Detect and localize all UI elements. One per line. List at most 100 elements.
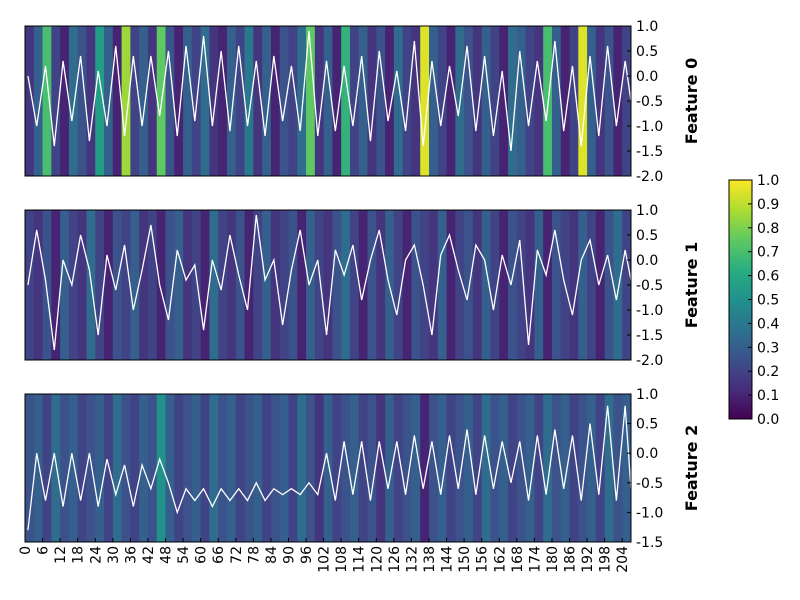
x-tick-label: 186 bbox=[563, 546, 579, 573]
heat-cell bbox=[543, 394, 553, 542]
x-tick-label: 24 bbox=[88, 546, 104, 564]
heat-cell bbox=[508, 394, 518, 542]
heat-cell bbox=[604, 210, 614, 360]
heat-cell bbox=[376, 26, 386, 176]
heat-cell bbox=[77, 394, 87, 542]
heat-cell bbox=[578, 394, 588, 542]
feature-label: Feature 1 bbox=[682, 242, 701, 328]
heat-cell bbox=[429, 394, 439, 542]
heat-cell bbox=[376, 394, 386, 542]
heat-cell bbox=[622, 394, 632, 542]
x-tick-label: 30 bbox=[106, 546, 122, 564]
heat-cell bbox=[587, 26, 597, 176]
heat-cell bbox=[569, 394, 579, 542]
y-tick-label: -0.5 bbox=[636, 94, 663, 110]
heat-cell bbox=[595, 210, 606, 360]
heat-cell bbox=[560, 394, 571, 542]
heat-cell bbox=[332, 394, 342, 542]
heat-cell bbox=[560, 26, 571, 176]
heat-cell bbox=[156, 394, 167, 542]
x-tick-label: 66 bbox=[211, 546, 227, 564]
heat-cell bbox=[288, 26, 298, 176]
colorbar-tick-label: 0.1 bbox=[757, 388, 779, 404]
heat-cell bbox=[288, 394, 298, 542]
heat-cell bbox=[130, 26, 140, 176]
heat-cell bbox=[209, 394, 219, 542]
heat-cell bbox=[551, 394, 562, 542]
heat-cell bbox=[349, 394, 360, 542]
x-tick-label: 90 bbox=[281, 546, 297, 564]
heat-cell bbox=[314, 394, 325, 542]
colorbar-tick-label: 1.0 bbox=[757, 173, 779, 189]
x-tick-label: 114 bbox=[352, 546, 368, 573]
heat-cell bbox=[262, 394, 272, 542]
heat-cell bbox=[130, 394, 140, 542]
heat-cell bbox=[534, 210, 544, 360]
heat-cell bbox=[464, 394, 474, 542]
heat-cell bbox=[306, 26, 316, 176]
y-tick-label: 1.0 bbox=[636, 203, 658, 219]
heat-cell bbox=[139, 26, 149, 176]
heat-cell bbox=[51, 26, 61, 176]
heat-cell bbox=[525, 394, 535, 542]
heat-cell bbox=[42, 210, 52, 360]
heat-cell bbox=[534, 26, 544, 176]
heat-cell bbox=[543, 210, 553, 360]
heat-cell bbox=[587, 394, 597, 542]
heat-cell bbox=[86, 394, 96, 542]
heat-cell bbox=[227, 210, 237, 360]
heat-cell bbox=[104, 26, 114, 176]
heat-cell bbox=[437, 26, 448, 176]
heat-cell bbox=[569, 210, 579, 360]
colorbar-tick-label: 0.7 bbox=[757, 245, 779, 261]
heat-cell bbox=[147, 26, 158, 176]
y-tick-label: 0.5 bbox=[636, 417, 658, 433]
y-tick-label: -0.5 bbox=[636, 278, 663, 294]
heat-cell bbox=[130, 210, 140, 360]
panel-feature-2: 1.0 0.5 0.0 -0.5 -1.0 -1.5 Feature 2 bbox=[24, 387, 701, 551]
heat-cell bbox=[60, 210, 70, 360]
heat-cell bbox=[499, 210, 509, 360]
heat-cell bbox=[604, 394, 614, 542]
heat-cell bbox=[279, 394, 289, 542]
x-tick-label: 174 bbox=[527, 546, 543, 573]
heat-cell bbox=[341, 210, 351, 360]
heat-cell bbox=[218, 394, 228, 542]
heat-cell bbox=[429, 210, 439, 360]
heat-cell bbox=[253, 26, 263, 176]
x-tick-label: 198 bbox=[598, 546, 614, 573]
y-tick-label: 0.5 bbox=[636, 44, 658, 60]
heat-cell bbox=[200, 394, 210, 542]
y-tick-label: -1.0 bbox=[636, 119, 663, 135]
heat-cell bbox=[51, 210, 61, 360]
heat-cell bbox=[68, 210, 79, 360]
heat-cell bbox=[174, 210, 184, 360]
heat-cell bbox=[51, 394, 61, 542]
colorbar: 1.0 0.9 0.8 0.7 0.6 0.5 0.4 0.3 0.2 0.1 0.0 bbox=[728, 173, 779, 428]
y-tick-label: 1.0 bbox=[636, 19, 658, 35]
y-tick-label: -2.0 bbox=[636, 353, 663, 369]
heat-cell bbox=[270, 26, 281, 176]
heat-cell bbox=[174, 394, 184, 542]
heat-cell bbox=[174, 26, 184, 176]
heat-cell bbox=[121, 26, 131, 176]
heat-cell bbox=[121, 394, 131, 542]
heat-cell bbox=[534, 394, 544, 542]
heat-cell bbox=[446, 394, 456, 542]
y-tick-label: 0.0 bbox=[636, 69, 658, 85]
heat-cell bbox=[306, 210, 316, 360]
x-tick-label: 168 bbox=[510, 546, 526, 573]
heat-cell bbox=[253, 210, 263, 360]
heat-cell bbox=[323, 210, 333, 360]
y-tick-label: -2.0 bbox=[636, 169, 663, 185]
heat-cell bbox=[490, 210, 500, 360]
x-tick-label: 96 bbox=[299, 546, 315, 564]
x-tick-label: 204 bbox=[615, 546, 631, 573]
heat-cell bbox=[165, 210, 175, 360]
heat-cell bbox=[25, 394, 35, 542]
heat-cell bbox=[622, 26, 632, 176]
x-tick-label: 42 bbox=[141, 546, 157, 564]
heat-cell bbox=[578, 210, 588, 360]
heat-cell bbox=[358, 394, 369, 542]
heat-cell bbox=[112, 394, 123, 542]
